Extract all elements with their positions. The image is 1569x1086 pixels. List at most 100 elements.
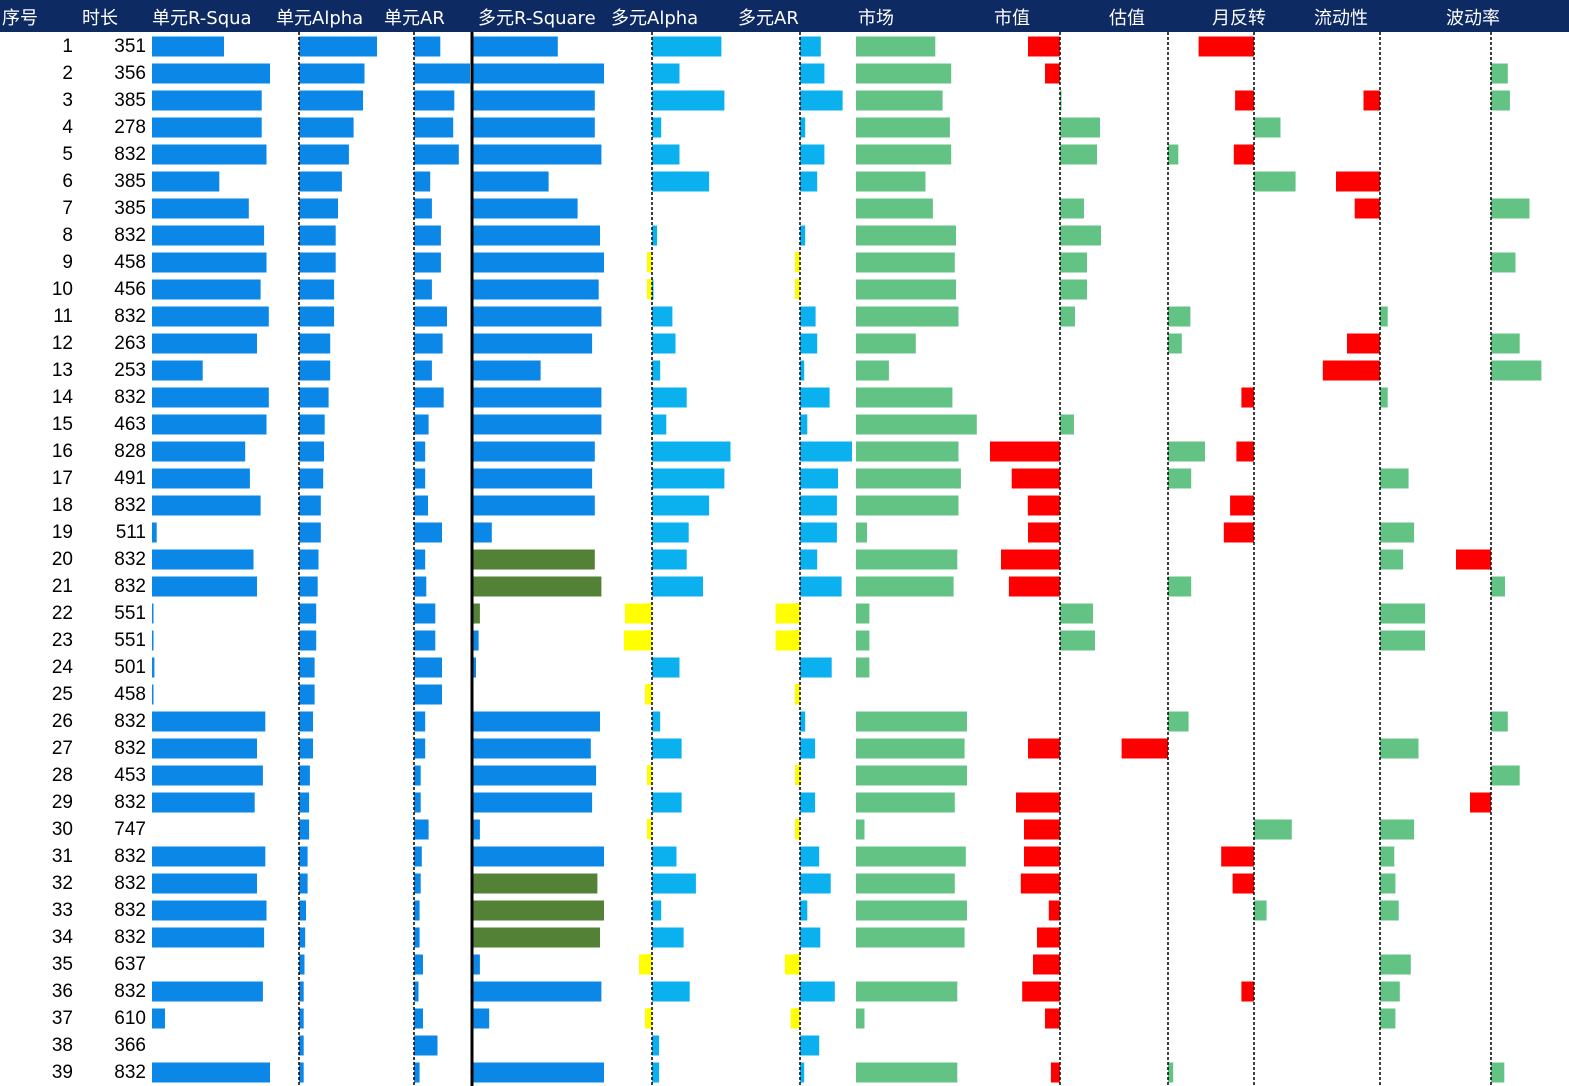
bar-reversal-row-21: [1168, 576, 1192, 597]
row-seq: 37: [52, 1008, 73, 1029]
bar-uni-alpha-row-39: [299, 1062, 304, 1083]
row-seq: 33: [52, 900, 73, 921]
bar-multi-ar-row-5: [800, 144, 825, 165]
bar-uni-alpha-row-2: [299, 63, 365, 84]
bar-volatility-row-23: [1380, 630, 1426, 651]
bar-multi-alpha-row-13: [652, 360, 661, 381]
row-seq: 34: [52, 927, 74, 948]
bar-uni-rsq-row-31: [152, 846, 266, 867]
bar-volatility-row-22: [1380, 603, 1426, 624]
bar-multi-ar-row-6: [800, 171, 818, 192]
header-uni-alpha: 单元Alpha: [276, 8, 363, 29]
bar-multi-ar-row-26: [800, 711, 806, 732]
row-duration: 832: [114, 981, 146, 1002]
row-seq: 28: [52, 765, 73, 786]
bar-uni-alpha-row-25: [299, 684, 315, 705]
bar-uni-ar-row-5: [414, 144, 459, 165]
bar-market-row-20: [856, 549, 958, 570]
row-duration: 501: [114, 657, 146, 678]
bar-market-row-18: [856, 495, 959, 516]
flag-multi-alpha-row-10: [647, 279, 652, 299]
bar-uni-alpha-row-17: [299, 468, 324, 489]
bar-value-row-15: [1060, 414, 1074, 435]
bar-uni-rsq-row-10: [152, 279, 261, 300]
bar-multi-ar-row-17: [800, 468, 838, 489]
bar-uni-rsq-row-8: [152, 225, 265, 246]
bar-uni-rsq-row-20: [152, 549, 254, 570]
bar-uni-alpha-row-21: [299, 576, 318, 597]
bar-multi-rsq-row-6: [472, 171, 549, 192]
bar-liquidity-row-1: [1198, 36, 1254, 57]
bar-multi-rsq-row-21: [472, 576, 602, 597]
bar-uni-alpha-row-11: [299, 306, 335, 327]
bar-multi-rsq-row-30: [472, 819, 480, 840]
bar-multi-ar-row-32: [800, 873, 831, 894]
row-duration: 366: [114, 1035, 146, 1056]
bar-uni-ar-row-14: [414, 387, 444, 408]
bar-volatility-row-36: [1380, 981, 1400, 1002]
bar-liquidity-row-14: [1241, 387, 1254, 408]
flag-multi-ar-row-10: [795, 279, 800, 299]
bar-volatility-2-row-28: [1491, 765, 1520, 786]
row-seq: 4: [62, 117, 73, 138]
bar-volatility-row-19: [1380, 522, 1415, 543]
header-duration: 时长: [82, 8, 118, 29]
header-labels: 序号 时长 单元R-Squa 单元Alpha 单元AR 多元R-Square 多…: [2, 8, 1500, 29]
row-seq: 18: [52, 495, 73, 516]
row-duration: 458: [114, 684, 146, 705]
bar-uni-ar-row-31: [414, 846, 422, 867]
bar-market-row-29: [856, 792, 955, 813]
bar-uni-alpha-row-1: [299, 36, 377, 57]
bar-uni-alpha-row-38: [299, 1035, 304, 1056]
bar-value-row-9: [1060, 252, 1087, 273]
row-duration: 828: [114, 441, 146, 462]
bar-multi-ar-row-3: [800, 90, 843, 111]
bar-market-row-27: [856, 738, 965, 759]
bar-uni-ar-row-39: [414, 1062, 420, 1083]
bar-multi-rsq-row-19: [472, 522, 492, 543]
bar-multi-alpha-row-24: [652, 657, 680, 678]
row-seq: 12: [52, 333, 73, 354]
bar-market-row-1: [856, 36, 936, 57]
bar-uni-ar-row-38: [414, 1035, 438, 1056]
bar-volatility-row-27: [1380, 738, 1419, 759]
row-seq: 30: [52, 819, 73, 840]
bar-uni-rsq-row-19: [152, 522, 157, 543]
bar-multi-rsq-row-9: [472, 252, 604, 273]
bar-multi-rsq-row-32: [472, 873, 598, 894]
row-seq: 26: [52, 711, 73, 732]
bar-market-row-7: [856, 198, 933, 219]
row-duration: 832: [114, 738, 146, 759]
bar-value-row-27: [1028, 738, 1060, 759]
row-duration: 253: [114, 360, 146, 381]
bar-volatility-row-35: [1380, 954, 1411, 975]
bar-reversal-row-11: [1168, 306, 1191, 327]
bar-uni-alpha-row-23: [299, 630, 317, 651]
bar-multi-rsq-row-17: [472, 468, 593, 489]
bar-multi-alpha-row-36: [652, 981, 690, 1002]
bar-volatility-2-row-13: [1491, 360, 1542, 381]
bar-market-row-34: [856, 927, 965, 948]
bar-marks: [152, 36, 1542, 1083]
row-seq: 23: [52, 630, 73, 651]
bar-uni-alpha-row-5: [299, 144, 349, 165]
bar-volatility-row-20: [1380, 549, 1404, 570]
bar-reversal-row-26: [1168, 711, 1189, 732]
bar-uni-alpha-row-31: [299, 846, 308, 867]
row-seq: 19: [52, 522, 73, 543]
row-duration: 491: [114, 468, 146, 489]
bar-multi-alpha-row-2: [652, 63, 680, 84]
bar-market-row-24: [856, 657, 870, 678]
bar-market-row-8: [856, 225, 956, 246]
bar-multi-alpha-row-1: [652, 36, 722, 57]
bar-value-row-3: [1060, 90, 1062, 111]
bar-multi-rsq-row-15: [472, 414, 602, 435]
bar-market-row-19: [856, 522, 867, 543]
flag-multi-alpha-row-28: [647, 765, 652, 785]
row-duration: 551: [114, 603, 146, 624]
bar-uni-alpha-row-19: [299, 522, 321, 543]
row-seq: 16: [52, 441, 73, 462]
bar-uni-ar-row-9: [414, 252, 441, 273]
bar-uni-rsq-row-37: [152, 1008, 165, 1029]
bar-multi-ar-row-18: [800, 495, 837, 516]
